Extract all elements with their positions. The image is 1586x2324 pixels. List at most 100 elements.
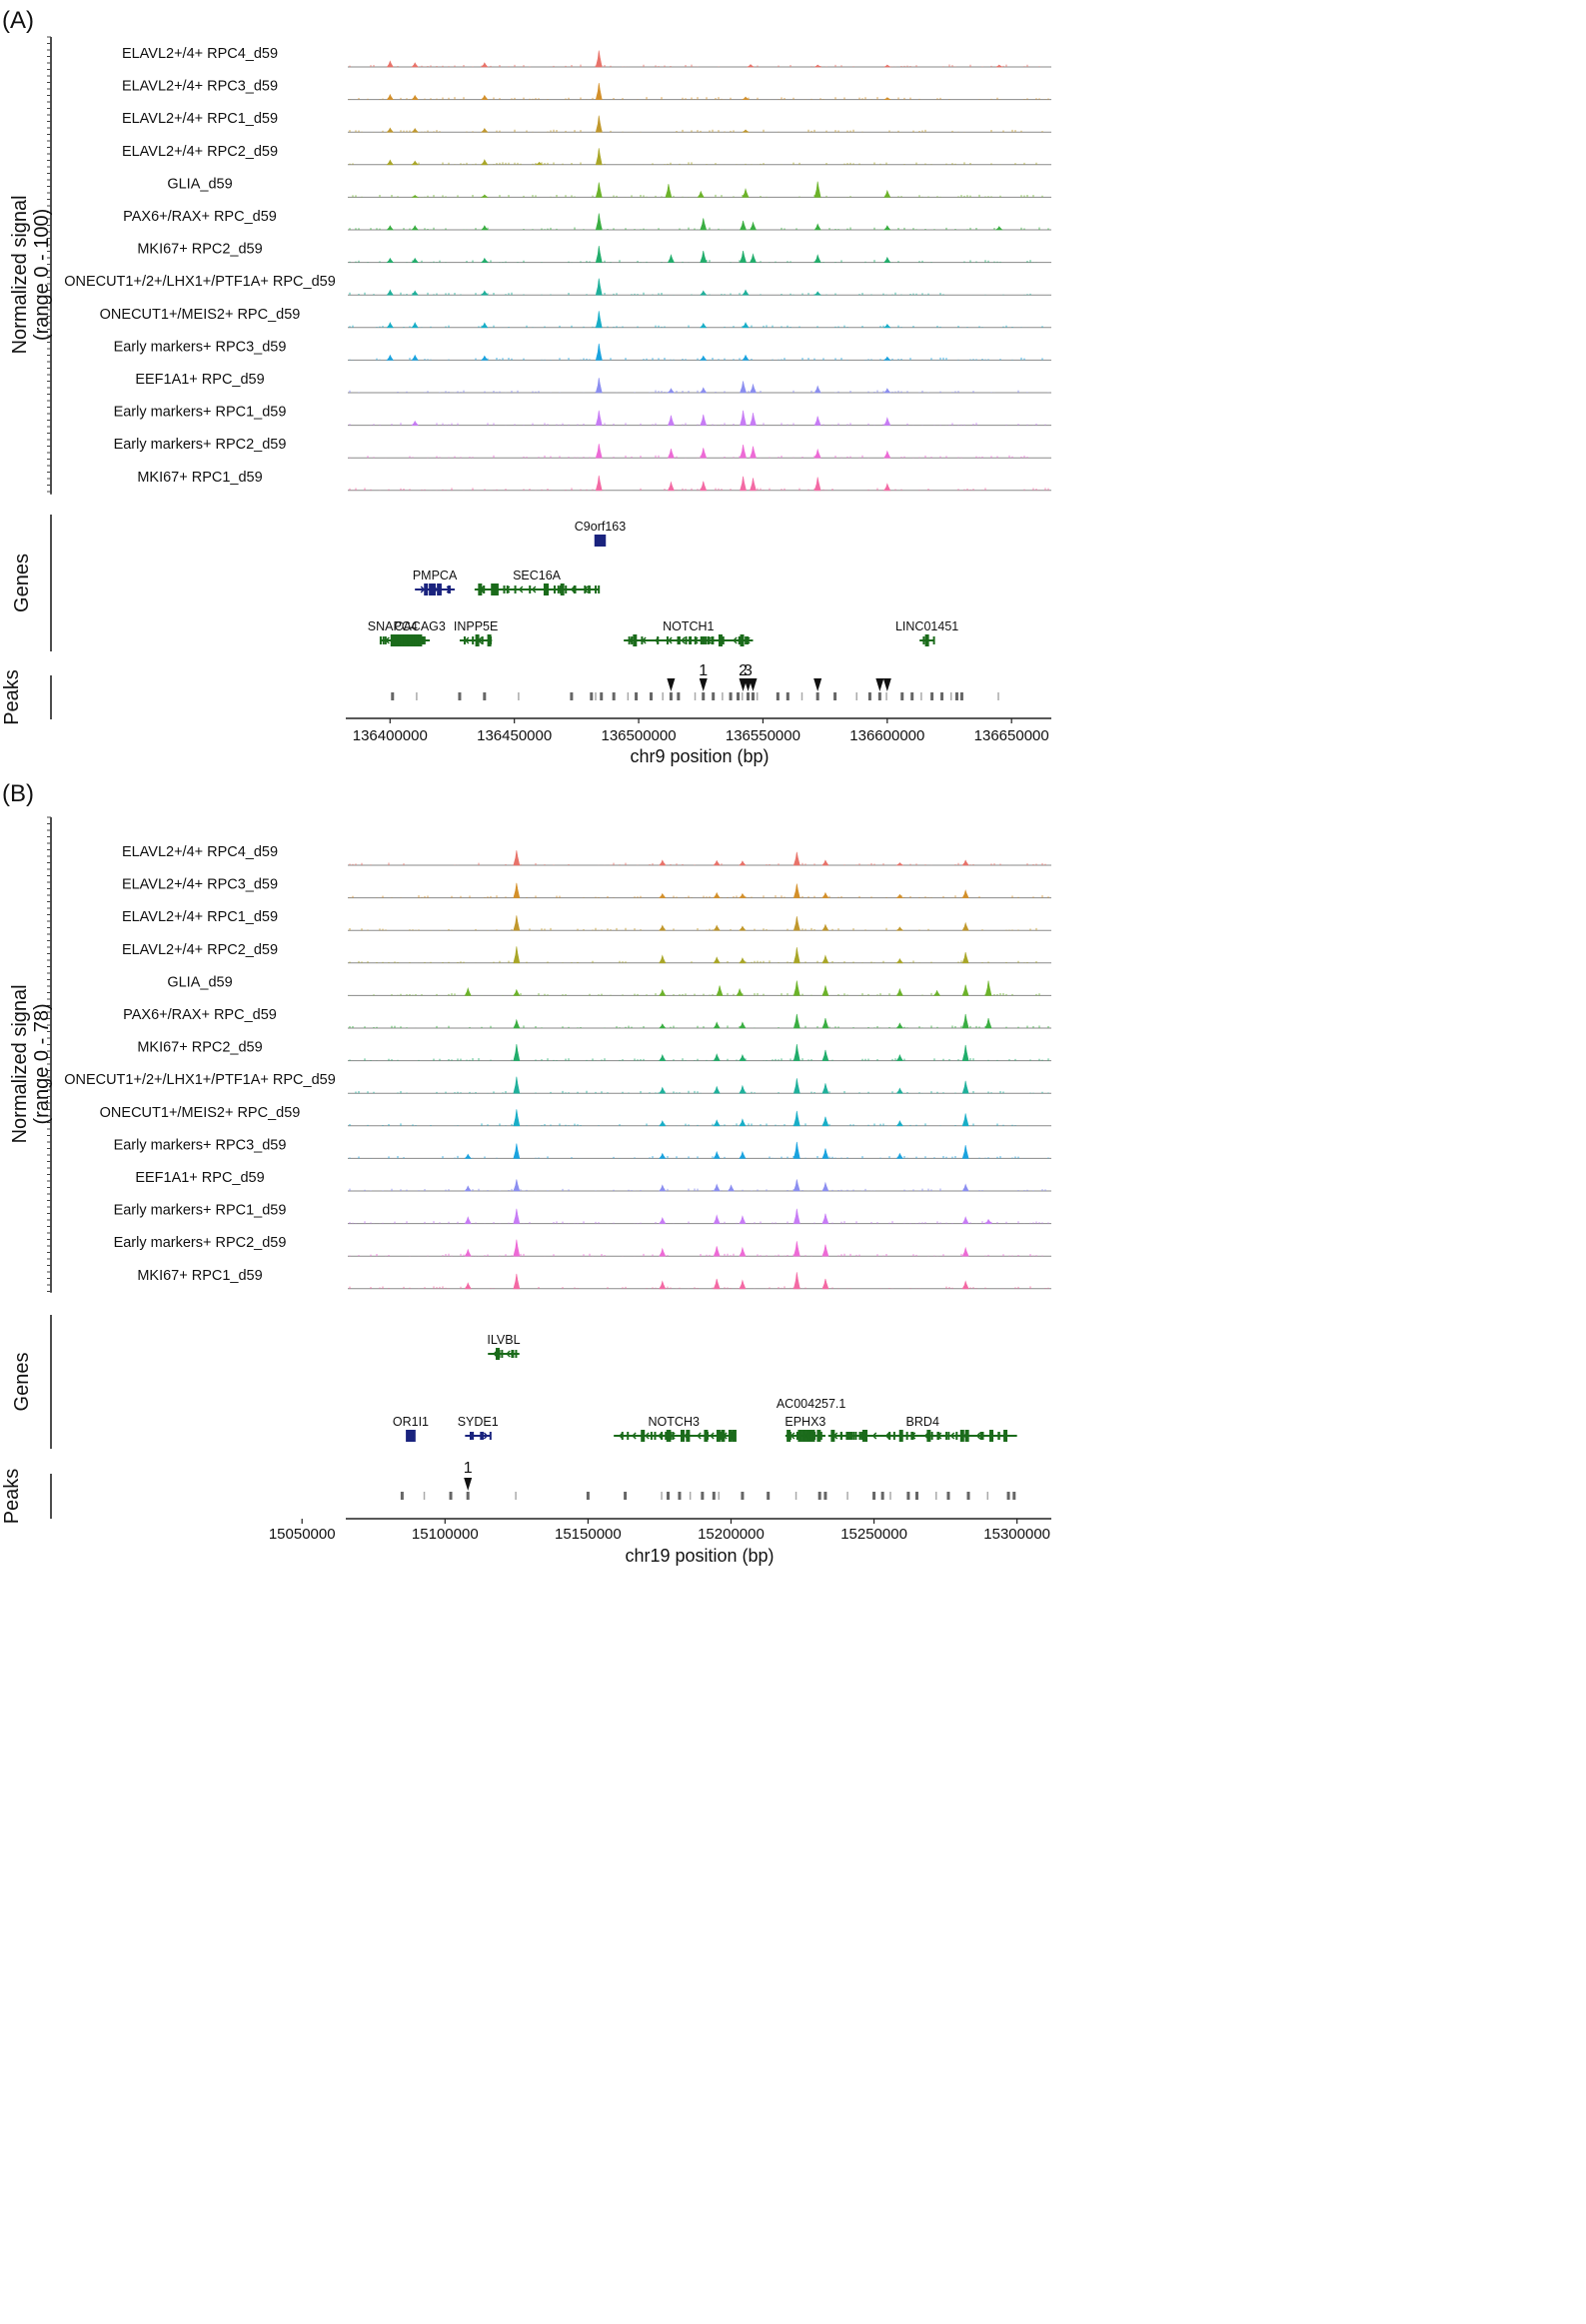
track-noise [349,927,1037,931]
signal-peak [793,1044,800,1061]
signal-peak [411,160,419,166]
signal-peak [740,410,747,426]
gene-cacag3: CACAG3 [394,619,446,646]
gene-exon [665,1432,668,1440]
signal-peak [481,94,489,100]
signal-peak [386,93,394,100]
x-tick-label: 15250000 [840,1526,907,1543]
gene-exon [650,1432,653,1440]
signal-peak [750,253,757,263]
signal-peak [595,83,603,100]
peak-mark [946,1492,950,1500]
strand-arrow [936,1432,942,1440]
signal-peak [513,1109,521,1127]
signal-peak [513,1143,521,1159]
peak-mark [751,692,755,700]
signal-peak [513,946,521,964]
signal-peak [412,195,420,198]
gene-exon [424,583,429,595]
signal-peak [411,322,419,329]
signal-peak [813,181,821,198]
gene-exon [860,1432,863,1440]
gene-label: SYDE1 [458,1415,499,1429]
signal-peak [595,213,603,231]
signal-track: ELAVL2+/4+ RPC2_d59 [122,942,1051,964]
signal-peak [895,1120,903,1127]
track-label: Early markers+ RPC2_d59 [114,437,287,453]
panel-a: (A) Normalized signal (range 0 - 100) ELAVL… [1,7,1051,766]
strand-arrow [470,1432,476,1440]
signal-peak [716,985,724,996]
strand-arrow [949,1432,955,1440]
strand-arrow [924,636,929,644]
gene-exon [964,1430,969,1442]
peak-marker-triangle [699,678,708,691]
signal-peak [411,94,419,100]
signal-peak [713,924,721,931]
signal-peak [464,1248,472,1257]
peak-mark [885,692,887,700]
signal-peak [895,1087,903,1094]
gene-exon [594,535,607,547]
gene-exon [472,1432,475,1440]
track-label: ELAVL2+/4+ RPC3_d59 [122,79,278,95]
signal-peak [813,254,821,263]
signal-peak [740,220,747,231]
gene-exon [849,1432,852,1440]
strand-arrow [642,636,647,644]
genes-label: Genes [11,554,33,612]
track-noise [349,1123,1028,1126]
strand-arrow [871,1432,877,1440]
track-noise [349,1188,1046,1191]
gene-label: SNAPC4 [368,619,418,633]
gene-label: C9orf163 [575,520,626,534]
track-label: ELAVL2+/4+ RPC3_d59 [122,877,278,893]
signal-peak [739,1084,747,1094]
track-noise [349,1253,1043,1257]
signal-peak [659,1152,667,1159]
gene-exon [501,1350,504,1358]
signal-track: Early markers+ RPC1_d59 [114,1203,1051,1225]
signal-peak [821,1083,829,1094]
strand-arrow [570,585,576,593]
track-label: PAX6+/RAX+ RPC_d59 [123,209,277,225]
track-label: ELAVL2+/4+ RPC4_d59 [122,46,278,62]
signal-peak [713,891,721,898]
y-axis-label-line2: (range 0 - 100) [31,209,53,341]
signal-peak [750,446,757,459]
gene-exon [431,583,436,595]
signal-peak [739,1246,747,1257]
signal-peak [481,355,489,361]
y-axis-label-line2: (range 0 - 78) [31,1003,53,1124]
peak-mark [815,692,819,700]
track-label: MKI67+ RPC1_d59 [137,470,262,486]
gene-exon [861,1430,866,1442]
gene-exon [1003,1430,1008,1442]
signal-peak [713,1278,721,1290]
signal-peak [659,1086,667,1094]
gene-exon [854,1432,857,1440]
signal-peak [411,420,419,426]
signal-peak [740,444,747,459]
gene-exon [418,634,423,646]
peak-mark [600,692,604,700]
gene-exon [701,636,704,644]
signal-peak [659,892,667,898]
gene-exon [631,636,634,644]
track-label: MKI67+ RPC1_d59 [137,1268,262,1284]
signal-peak [595,115,603,133]
signal-peak [595,475,603,492]
signal-peak [961,921,969,931]
strand-arrow [645,1432,650,1440]
strand-arrow [723,1432,728,1440]
peak-mark [756,692,759,700]
strand-arrow [418,636,423,644]
signal-track: GLIA_d59 [167,974,1051,996]
strand-arrow [962,1432,968,1440]
signal-peak [713,1183,721,1192]
signal-peak [821,1213,829,1224]
signal-peak [667,388,676,394]
x-tick-label: 15300000 [983,1526,1050,1543]
gene-exon [922,636,925,644]
signal-peak [667,481,675,492]
